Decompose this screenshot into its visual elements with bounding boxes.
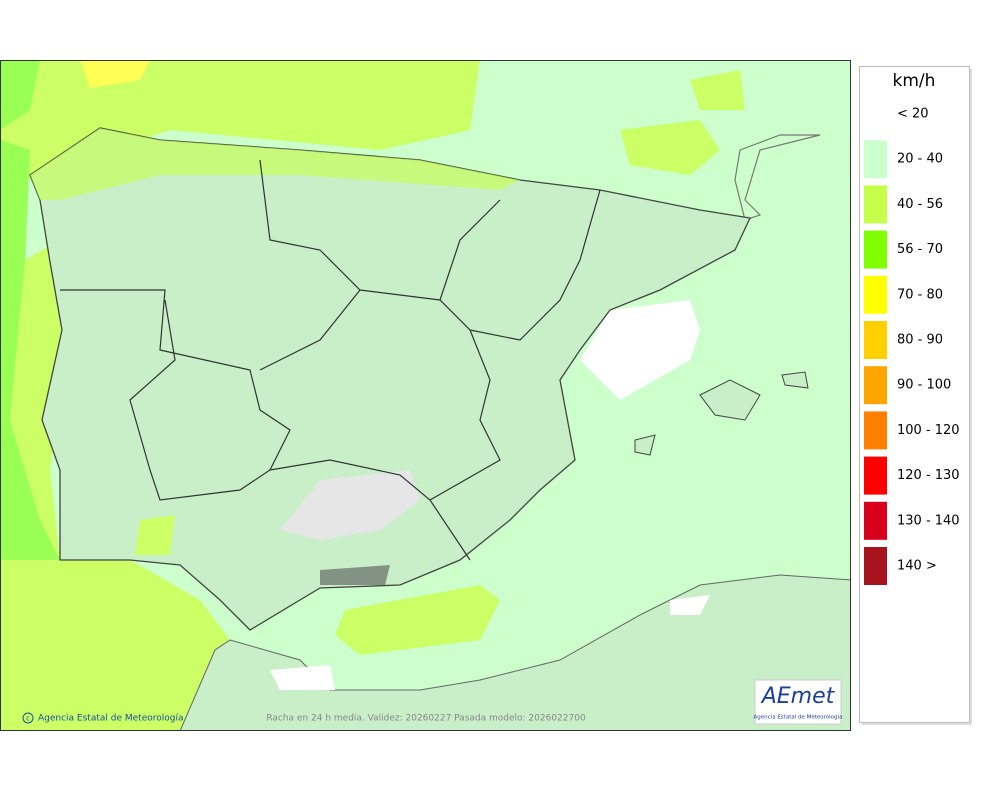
wind-zone [135,515,175,555]
legend-label: 130 - 140 [897,513,960,528]
logo-name: AEmet [760,684,836,709]
legend-items: < 20 20 - 40 40 - 56 56 - 70 70 - 80 80 - 90 9… [864,107,960,585]
wind-zone [80,61,150,88]
legend-label: 20 - 40 [897,152,943,167]
legend-swatch [864,366,887,405]
wind-zone [1,61,40,130]
credit: Agencia Estatal de Meteorología [38,714,184,724]
legend-label: 56 - 70 [897,242,943,257]
relief [280,470,420,540]
legend-swatch [864,501,887,540]
logo-subtitle: Agencia Estatal de Meteorología [754,714,843,721]
wind-zone [1,61,480,190]
legend-label: 100 - 120 [897,423,960,438]
legend-label: 40 - 56 [897,197,943,212]
island [634,371,809,456]
legend-swatch [864,321,887,359]
legend-swatch [864,230,887,269]
copyright-icon: c [26,715,30,723]
logo-box [754,679,842,725]
coastline [734,134,821,221]
calm-zone [580,300,700,400]
legend-swatch [864,547,887,585]
wind-zone [690,70,745,110]
legend-swatch [864,185,887,224]
region-border [60,159,601,561]
copyright-icon [22,712,34,724]
legend-swatch [864,456,887,495]
legend-swatch [864,411,887,450]
legend-title: km/h [893,71,936,91]
wind-zone [620,120,720,175]
legend-swatch [864,275,887,314]
calm-zone [270,595,710,690]
wind-zone [1,560,230,730]
legend-label: 90 - 100 [897,378,951,393]
legend-label: 120 - 130 [897,468,960,483]
wind-zone [30,128,520,200]
legend-label: 140 > [897,559,937,574]
map-frame [0,60,851,731]
legend-label: 70 - 80 [897,287,943,302]
legend-label: 80 - 90 [897,333,943,348]
wind-zone [10,240,70,560]
legend-label: < 20 [897,107,929,122]
legend-swatch [864,140,887,179]
map [1,61,850,730]
wind-zone [335,585,500,655]
relief [320,565,390,585]
caption: Racha en 24 h media. Validez: 20260227 P… [266,714,586,724]
